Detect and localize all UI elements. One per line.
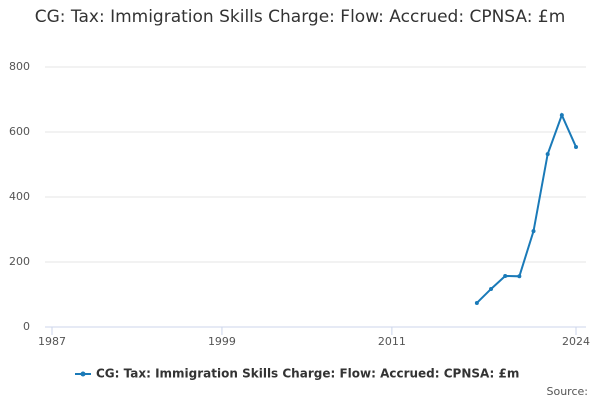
x-tick-label: 2011 (378, 335, 406, 348)
y-tick-label: 200 (9, 255, 30, 268)
data-point (474, 300, 479, 305)
legend-marker (80, 371, 86, 377)
x-tick-label: 1999 (208, 335, 236, 348)
y-tick-label: 0 (23, 320, 30, 333)
legend-label: CG: Tax: Immigration Skills Charge: Flow… (96, 367, 519, 381)
data-point (545, 152, 550, 157)
y-tick-label: 600 (9, 125, 30, 138)
data-point (489, 286, 494, 291)
chart-title: CG: Tax: Immigration Skills Charge: Flow… (34, 7, 566, 27)
y-tick-label: 800 (9, 60, 30, 73)
data-point (559, 113, 564, 118)
x-tick-label: 1987 (38, 335, 66, 348)
data-point (517, 274, 522, 279)
source: Source: (547, 385, 589, 398)
data-point (574, 144, 578, 149)
x-tick-label: 2024 (562, 335, 590, 348)
data-point (531, 229, 536, 234)
data-point (503, 273, 508, 278)
y-tick-label: 400 (9, 190, 30, 203)
series-line (476, 112, 577, 304)
